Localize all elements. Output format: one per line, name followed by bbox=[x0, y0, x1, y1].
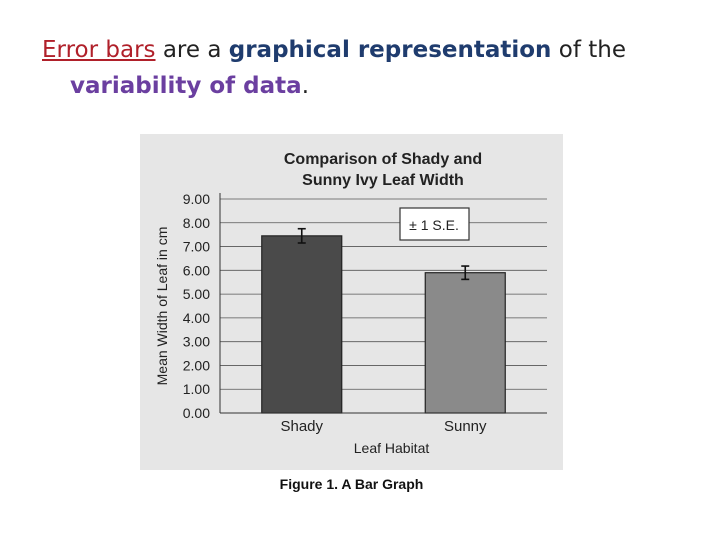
legend-box bbox=[399, 207, 470, 241]
y-tick-label: 8.00 bbox=[183, 215, 210, 231]
heading-line-2: variability of data. bbox=[42, 68, 702, 104]
slide-heading: Error bars are a graphical representatio… bbox=[42, 32, 702, 104]
x-tick-label: Shady bbox=[280, 418, 323, 435]
heading-text-2: of the bbox=[551, 37, 626, 63]
bar-chart: Comparison of Shady and Sunny Ivy Leaf W… bbox=[154, 151, 547, 456]
y-tick-label: 2.00 bbox=[183, 357, 210, 373]
bar-shady bbox=[261, 235, 343, 414]
x-axis-label: Leaf Habitat bbox=[354, 440, 430, 456]
error-bar-shady bbox=[297, 227, 306, 244]
y-tick-labels: 0.00 1.00 2.00 3.00 4.00 5.00 6.00 7.00 8.00 9.00 bbox=[183, 191, 210, 421]
legend-label: ± 1 S.E. bbox=[409, 217, 459, 233]
heading-variability: variability of data bbox=[70, 73, 302, 99]
x-tick-label: Sunny bbox=[444, 418, 487, 435]
y-tick-label: 5.00 bbox=[183, 286, 210, 302]
bar-chart-panel: Comparison of Shady and Sunny Ivy Leaf W… bbox=[140, 134, 563, 470]
error-bars bbox=[297, 227, 470, 281]
bar-sunny bbox=[424, 272, 506, 414]
y-tick-label: 9.00 bbox=[183, 191, 210, 207]
figure-caption: Figure 1. A Bar Graph bbox=[279, 476, 424, 492]
y-tick-label: 4.00 bbox=[183, 310, 210, 326]
heading-period: . bbox=[301, 73, 309, 99]
chart-title-line-2: Sunny Ivy Leaf Width bbox=[302, 172, 464, 189]
legend: ± 1 S.E. bbox=[399, 207, 470, 241]
y-tick-label: 6.00 bbox=[183, 262, 210, 278]
y-tick-label: 1.00 bbox=[183, 381, 210, 397]
heading-text-1: are a bbox=[155, 37, 229, 63]
y-axis-label: Mean Width of Leaf in cm bbox=[154, 227, 170, 386]
y-tick-label: 0.00 bbox=[183, 405, 210, 421]
heading-graphical-representation: graphical representation bbox=[228, 37, 552, 63]
error-bar-sunny bbox=[461, 265, 470, 281]
chart-title-line-1: Comparison of Shady and bbox=[284, 151, 482, 168]
y-tick-label: 7.00 bbox=[183, 239, 210, 255]
x-tick-labels: Shady Sunny bbox=[280, 418, 487, 435]
heading-error-bars: Error bars bbox=[42, 37, 156, 63]
y-tick-label: 3.00 bbox=[183, 334, 210, 350]
bars bbox=[261, 235, 506, 414]
